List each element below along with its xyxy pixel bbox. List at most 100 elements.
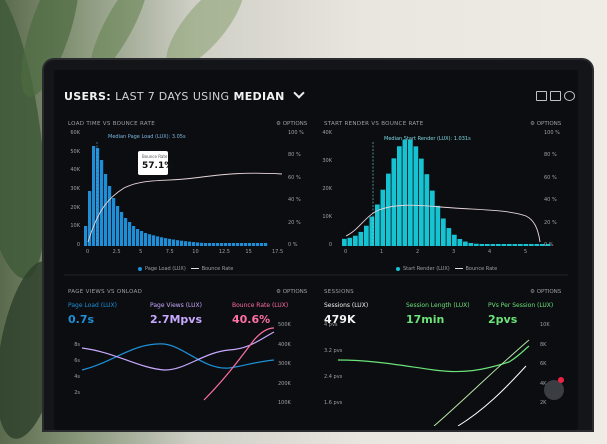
- load-median-label: Median Page Load (LUX): 3.05s: [108, 134, 186, 140]
- render-histogram: [342, 139, 551, 246]
- axis-tick-label: 2.5: [112, 249, 121, 255]
- histogram-bar: [512, 244, 518, 246]
- axis-tick-label: 8s: [74, 342, 80, 348]
- axis-tick-label: 60K: [70, 130, 80, 136]
- render-legend: Start Render (LUX) Bounce Rate: [396, 266, 497, 272]
- pv-options[interactable]: ⚙ OPTIONS: [276, 289, 308, 295]
- axis-tick-label: 300K: [278, 361, 291, 367]
- axis-tick-label: 8K: [540, 341, 547, 348]
- help-icon[interactable]: [564, 91, 575, 101]
- histogram-bar: [430, 190, 435, 246]
- axis-tick-label: 30K: [70, 186, 80, 192]
- histogram-bar: [240, 243, 244, 246]
- axis-tick-label: 15: [245, 249, 252, 255]
- axis-tick-label: 2K: [540, 400, 547, 406]
- histogram-bar: [397, 146, 402, 246]
- histogram-bar: [260, 243, 264, 246]
- pvs-per-session-line: [433, 339, 530, 426]
- histogram-bar: [176, 240, 180, 246]
- load-histogram: [84, 146, 268, 246]
- monitor-icon[interactable]: [536, 91, 547, 101]
- sessions-line: [457, 365, 527, 426]
- axis-tick-label: 40K: [322, 130, 332, 136]
- axis-tick-label: 50K: [70, 148, 80, 155]
- axis-tick-label: 7.5: [165, 249, 174, 255]
- dashboard-title[interactable]: USERS: LAST 7 DAYS USING MEDIAN: [64, 87, 305, 103]
- load-legend: Page Load (LUX) Bounce Rate: [138, 266, 233, 272]
- axis-tick-label: 6s: [74, 358, 80, 364]
- histogram-bar: [534, 244, 540, 246]
- chat-icon[interactable]: [544, 380, 564, 400]
- histogram-bar: [523, 244, 529, 246]
- axis-tick-label: 100K: [278, 400, 291, 406]
- axis-tick-label: 30K: [322, 158, 332, 164]
- histogram-bar: [172, 239, 176, 246]
- histogram-bar: [244, 243, 248, 246]
- image-icon[interactable]: [550, 91, 561, 101]
- axis-tick-label: 20K: [322, 186, 332, 192]
- histogram-bar: [220, 243, 224, 246]
- histogram-bar: [108, 186, 112, 246]
- histogram-bar: [252, 243, 256, 246]
- axis-tick-label: 3: [452, 249, 456, 255]
- legend-swatch-bars: [396, 266, 400, 271]
- render-options-label: OPTIONS: [536, 121, 562, 127]
- histogram-bar: [369, 216, 375, 246]
- axis-tick-label: 40 %: [544, 197, 557, 204]
- bouncerate-line: [203, 327, 275, 401]
- pv-panel-title: PAGE VIEWS VS ONLOAD: [68, 289, 143, 295]
- load-options[interactable]: ⚙ OPTIONS: [276, 121, 308, 127]
- histogram-bar: [386, 173, 391, 246]
- histogram-bar: [156, 236, 160, 246]
- histogram-bar: [184, 241, 188, 246]
- histogram-bar: [160, 237, 164, 246]
- histogram-bar: [501, 244, 507, 246]
- histogram-bar: [264, 243, 268, 246]
- axis-tick-label: 100 %: [288, 130, 304, 136]
- histogram-bar: [212, 243, 216, 246]
- histogram-bar: [92, 146, 96, 246]
- axis-tick-label: 2: [416, 249, 420, 255]
- render-options[interactable]: ⚙ OPTIONS: [530, 121, 562, 127]
- laptop: USERS: LAST 7 DAYS USING MEDIAN LOAD TIM…: [44, 60, 592, 430]
- axis-tick-label: 10: [192, 249, 199, 255]
- load-legend-line: Bounce Rate: [201, 266, 234, 272]
- histogram-bar: [96, 148, 100, 246]
- histogram-bar: [140, 231, 144, 246]
- histogram-bar: [463, 241, 468, 246]
- render-bounce-curve: [345, 204, 541, 243]
- histogram-bar: [208, 243, 212, 246]
- histogram-bar: [152, 235, 156, 246]
- kpi-session-length-value: 17min: [406, 313, 445, 326]
- axis-tick-label: 10K: [540, 322, 550, 328]
- histogram-bar: [84, 226, 88, 246]
- tooltip-label: Bounce Rate: [142, 154, 168, 159]
- axis-tick-label: 17.5: [272, 249, 284, 255]
- histogram-bar: [529, 244, 534, 246]
- histogram-bar: [545, 244, 551, 246]
- axis-tick-label: 400K: [278, 341, 291, 348]
- axis-tick-label: 0 %: [288, 242, 298, 248]
- axis-tick-label: 5: [139, 249, 143, 255]
- histogram-bar: [353, 235, 358, 246]
- render-panel-title: START RENDER VS BOUNCE RATE: [324, 121, 424, 127]
- axis-tick-label: 12.5: [218, 249, 230, 255]
- histogram-bar: [413, 146, 419, 246]
- sessions-options[interactable]: ⚙ OPTIONS: [530, 289, 562, 295]
- histogram-bar: [196, 242, 200, 246]
- kpi-page-views-value: 2.7Mpvs: [150, 313, 203, 326]
- load-options-label: OPTIONS: [282, 121, 308, 127]
- axis-tick-label: 500K: [278, 322, 291, 328]
- legend-swatch-line: [190, 268, 199, 269]
- histogram-bar: [408, 139, 413, 246]
- histogram-bar: [104, 174, 108, 246]
- histogram-bar: [136, 229, 140, 246]
- histogram-bar: [216, 243, 220, 246]
- histogram-bar: [468, 242, 474, 246]
- histogram-bar: [474, 243, 479, 246]
- histogram-bar: [518, 244, 523, 246]
- histogram-bar: [347, 237, 353, 246]
- histogram-bar: [112, 198, 116, 246]
- histogram-bar: [124, 218, 128, 246]
- bounce-tooltip: Bounce Rate 57.1%: [138, 151, 173, 175]
